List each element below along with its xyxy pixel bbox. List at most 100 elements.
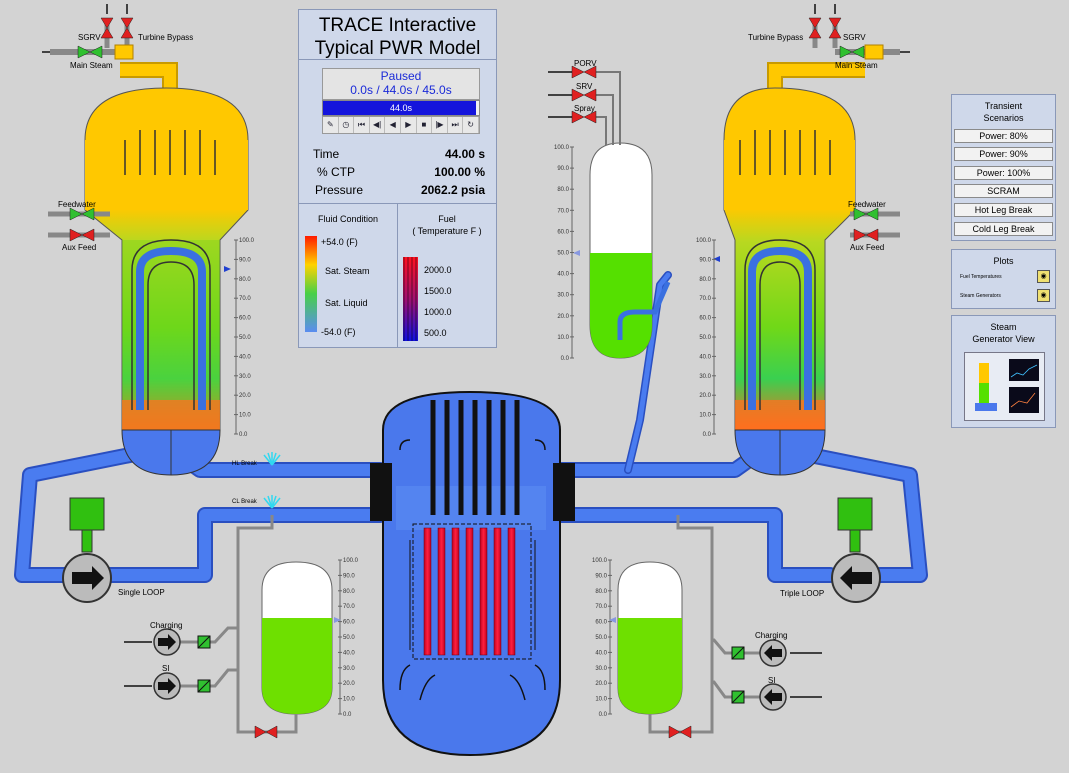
right-steam-generator (723, 62, 865, 476)
left-reactor-coolant-pump[interactable] (62, 497, 112, 603)
right-si-pump[interactable] (712, 680, 822, 711)
srv-valve[interactable] (548, 88, 597, 102)
left-accumulator-valve[interactable] (254, 725, 278, 739)
gauge-tick-label: 50.0 (595, 635, 607, 641)
gauge-tick-label: 90.0 (595, 573, 607, 579)
ctp-value: 100.00 % (434, 165, 485, 179)
aux-feed-right-valve[interactable] (853, 228, 879, 242)
clock-icon[interactable]: ◷ (339, 117, 355, 133)
right-accumulator-valve[interactable] (668, 725, 692, 739)
step-back-icon[interactable]: ◀| (370, 117, 386, 133)
transient-scenarios-panel: Transient Scenarios Power: 80% Power: 90… (951, 94, 1056, 241)
hl-break-spray-icon[interactable] (263, 452, 281, 466)
chart-icon[interactable]: ◉ (1037, 270, 1050, 283)
gauge-tick-label: 30.0 (699, 374, 711, 380)
plot-fuel-temperatures[interactable]: Fuel Temperatures ◉ (960, 270, 1050, 283)
transport-controls: ✎ ◷ ⏮ ◀| ◀ ▶ ■ |▶ ⏭ ↻ (322, 116, 480, 134)
porv-valve[interactable] (548, 65, 597, 79)
turbine-bypass-left-valve[interactable] (100, 17, 134, 39)
gauge-tick-label: 80.0 (343, 589, 355, 595)
transient-title-2: Scenarios (983, 113, 1024, 123)
single-loop-label: Single LOOP (118, 588, 165, 597)
gauge-tick-label: 30.0 (239, 374, 251, 380)
right-reactor-coolant-pump[interactable] (831, 497, 881, 603)
turbine-bypass-right-label: Turbine Bypass (748, 33, 803, 42)
status-text: Paused (380, 69, 422, 83)
rewind-icon[interactable]: ◀ (385, 117, 401, 133)
cold-leg-break-button[interactable]: Cold Leg Break (954, 222, 1053, 236)
cl-break-spray-icon[interactable] (263, 495, 281, 509)
gauge-tick-label: 40.0 (595, 650, 607, 656)
steam-generator-view-panel[interactable]: Steam Generator View (951, 315, 1056, 428)
triple-loop-label: Triple LOOP (780, 589, 824, 598)
si-right-label: SI (768, 676, 776, 685)
sg-view-title-2: Generator View (972, 334, 1035, 344)
plot-steam-generators-label: Steam Generators (960, 293, 1001, 299)
gauge-tick-label: 30.0 (557, 293, 569, 299)
gauge-tick-label: 100.0 (554, 145, 570, 151)
left-charging-pump[interactable] (124, 626, 238, 656)
gauge-tick-label: 20.0 (343, 681, 355, 687)
charging-right-label: Charging (755, 631, 787, 640)
sgrv-left-valve[interactable] (77, 45, 103, 59)
right-charging-pump[interactable] (712, 638, 822, 667)
gauge-tick-label: 20.0 (595, 681, 607, 687)
aux-feed-left-valve[interactable] (69, 228, 95, 242)
play-icon[interactable]: ▶ (401, 117, 417, 133)
main-steam-right-label: Main Steam (835, 61, 878, 70)
scram-button[interactable]: SCRAM (954, 184, 1053, 198)
pressure-label: Pressure (315, 183, 364, 197)
forward-icon[interactable]: |▶ (432, 117, 448, 133)
gauge-tick-label: 100.0 (343, 558, 359, 564)
gauge-tick-label: 90.0 (239, 257, 251, 263)
power-80-button[interactable]: Power: 80% (954, 129, 1053, 143)
gauge-tick-label: 10.0 (699, 413, 711, 419)
time-value: 44.00 s (444, 147, 485, 161)
gauge-tick-label: 60.0 (699, 316, 711, 322)
turbine-bypass-right-valve[interactable] (808, 17, 842, 39)
gauge-tick-label: 20.0 (557, 314, 569, 320)
progress-fill (323, 101, 476, 115)
plot-fuel-temperatures-label: Fuel Temperatures (960, 274, 1002, 280)
gauge-tick-label: 40.0 (557, 272, 569, 278)
pressurizer (589, 71, 671, 359)
cl-break-label: CL Break (232, 499, 258, 505)
sgrv-right-valve[interactable] (839, 45, 865, 59)
ctp-label: % CTP (317, 165, 356, 179)
left-si-pump[interactable] (124, 668, 238, 700)
settings-icon[interactable]: ✎ (323, 117, 339, 133)
fluid-label-cold: -54.0 (F) (321, 327, 356, 337)
gauge-tick-label: 100.0 (239, 238, 255, 244)
spray-valve[interactable] (548, 110, 597, 124)
first-icon[interactable]: ⏮ (354, 117, 370, 133)
fuel-label-2000: 2000.0 (424, 265, 452, 275)
stop-icon[interactable]: ■ (417, 117, 433, 133)
gauge-tick-label: 70.0 (699, 296, 711, 302)
fuel-legend-title-1: Fuel (438, 214, 456, 224)
gauge-tick-label: 50.0 (343, 635, 355, 641)
left-steam-generator (84, 62, 249, 476)
last-icon[interactable]: ⏭ (448, 117, 464, 133)
spray-label: Spray (574, 104, 595, 113)
fuel-label-1000: 1000.0 (424, 307, 452, 317)
plot-steam-generators[interactable]: Steam Generators ◉ (960, 289, 1050, 302)
refresh-icon[interactable]: ↻ (463, 117, 479, 133)
gauge-tick-label: 90.0 (343, 573, 355, 579)
fluid-legend-title: Fluid Condition (317, 214, 379, 224)
aux-feed-left-label: Aux Feed (62, 243, 96, 252)
feedwater-left-valve[interactable] (69, 207, 95, 221)
hl-break-label: HL Break (232, 461, 258, 467)
power-100-button[interactable]: Power: 100% (954, 166, 1053, 180)
gauge-tick-label: 40.0 (343, 650, 355, 656)
hot-leg-break-button[interactable]: Hot Leg Break (954, 203, 1053, 217)
sgrv-right-label: SGRV (843, 33, 866, 42)
feedwater-right-valve[interactable] (853, 207, 879, 221)
gauge-tick-label: 20.0 (239, 393, 251, 399)
chart-icon[interactable]: ◉ (1037, 289, 1050, 302)
time-progress-bar[interactable]: 44.0s (322, 100, 480, 116)
gauge-tick-label: 0.0 (343, 712, 352, 718)
sg-view-thumbnail[interactable] (964, 352, 1045, 421)
power-90-button[interactable]: Power: 90% (954, 147, 1053, 161)
gauge-tick-label: 40.0 (699, 354, 711, 360)
